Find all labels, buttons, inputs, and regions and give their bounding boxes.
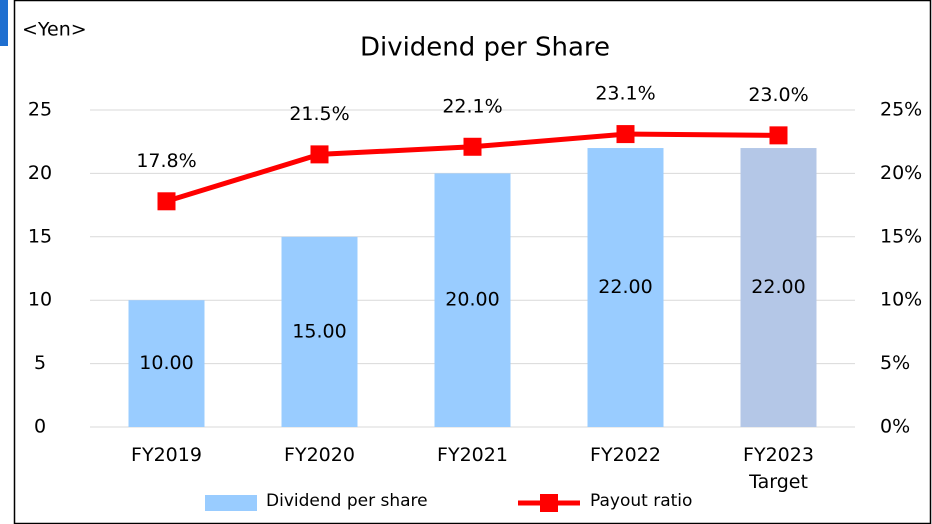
line-value-label: 17.8% [136, 150, 196, 172]
y-tick-label: 20 [28, 162, 52, 184]
line-marker [769, 126, 788, 145]
bar [740, 148, 817, 428]
y2-tick-label: 20% [880, 162, 922, 184]
bar-value-label: 15.00 [292, 320, 346, 342]
x-tick-label: FY2019 [131, 444, 202, 466]
y2-tick-label: 5% [880, 352, 910, 374]
y-tick-label: 0 [34, 416, 46, 438]
legend-swatch [205, 495, 257, 511]
x-tick-label: FY2020 [284, 444, 355, 466]
y2-tick-label: 25% [880, 99, 922, 121]
line-marker [310, 145, 329, 164]
bar-value-label: 20.00 [445, 289, 499, 311]
y-axis-label: <Yen> [22, 19, 87, 41]
y2-tick-label: 15% [880, 225, 922, 247]
legend-label: Payout ratio [590, 491, 692, 511]
line-value-label: 23.0% [748, 84, 808, 106]
legend-swatch [540, 494, 558, 512]
y-tick-label: 25 [28, 99, 52, 121]
bar [128, 300, 205, 427]
y-tick-label: 15 [28, 225, 52, 247]
line-marker [463, 137, 482, 156]
chart-title: Dividend per Share [360, 33, 610, 63]
bar [281, 236, 358, 427]
y-tick-label: 10 [28, 289, 52, 311]
bar-value-label: 22.00 [751, 276, 805, 298]
line-marker [616, 125, 635, 144]
edge-strip [0, 0, 8, 46]
x-tick-label: FY2021 [437, 444, 508, 466]
y2-tick-label: 10% [880, 289, 922, 311]
bar [587, 148, 664, 428]
bar-value-label: 10.00 [139, 352, 193, 374]
x-tick-label: FY2022 [590, 444, 661, 466]
line-marker [157, 192, 176, 211]
line-value-label: 21.5% [289, 103, 349, 125]
line-value-label: 22.1% [442, 95, 502, 117]
bar-value-label: 22.00 [598, 276, 652, 298]
y-tick-label: 5 [34, 352, 46, 374]
line-value-label: 23.1% [595, 83, 655, 105]
x-tick-label: FY2023 Target [743, 444, 814, 493]
legend-label: Dividend per share [266, 491, 428, 511]
y2-tick-label: 0% [880, 416, 910, 438]
bar [434, 173, 511, 427]
